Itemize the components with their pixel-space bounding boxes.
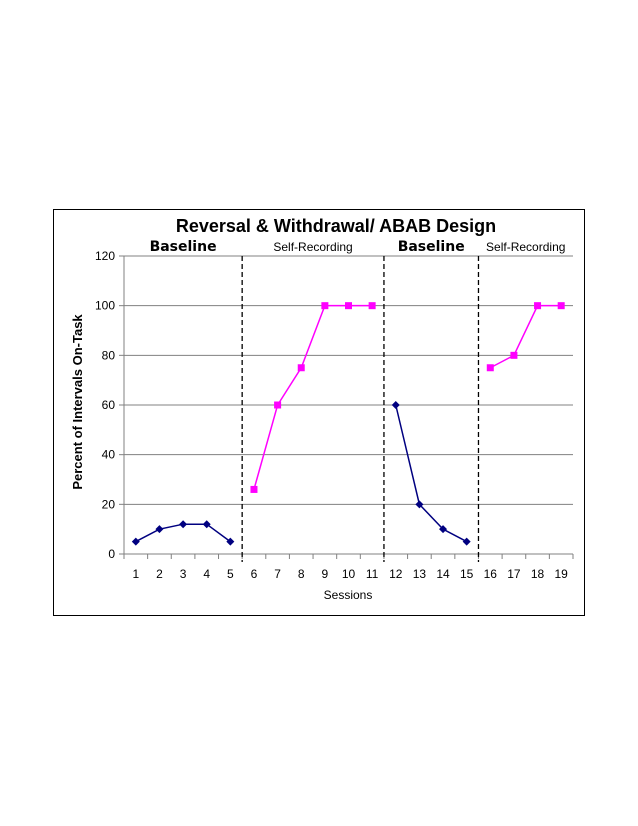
x-tick-label: 14 bbox=[436, 567, 450, 581]
data-point bbox=[391, 401, 400, 409]
x-axis-label: Sessions bbox=[324, 588, 373, 602]
data-point bbox=[486, 364, 494, 372]
x-tick-label: 1 bbox=[132, 567, 139, 581]
phase-label-3: Baseline bbox=[398, 239, 465, 255]
data-point bbox=[131, 537, 140, 546]
phase-layer: Baseline Self-Recording Baseline Self-Recor… bbox=[150, 239, 565, 562]
x-tick-label: 2 bbox=[156, 567, 163, 581]
x-tick-label: 16 bbox=[484, 567, 498, 581]
grid-layer bbox=[124, 255, 573, 505]
x-tick-label: 10 bbox=[342, 567, 356, 581]
phase-label-1: Baseline bbox=[150, 239, 217, 255]
data-point bbox=[345, 302, 352, 310]
y-tick-label: 40 bbox=[102, 448, 116, 462]
x-tick-label: 3 bbox=[180, 567, 187, 581]
data-point bbox=[534, 302, 542, 310]
y-tick-label: 120 bbox=[95, 249, 115, 263]
data-point bbox=[439, 525, 448, 534]
x-tick-label: 9 bbox=[322, 567, 329, 581]
x-tick-label: 5 bbox=[227, 567, 234, 581]
x-tick-label: 7 bbox=[274, 567, 281, 581]
x-tick-label: 12 bbox=[389, 567, 403, 581]
data-point bbox=[250, 485, 258, 493]
series-layer bbox=[131, 302, 565, 546]
data-point bbox=[226, 537, 235, 546]
data-point bbox=[557, 302, 565, 310]
data-point bbox=[368, 302, 376, 310]
chart-frame: Reversal & Withdrawal/ ABAB Design 0 20 40… bbox=[53, 209, 585, 616]
data-point bbox=[155, 525, 164, 534]
y-tick-label: 100 bbox=[95, 299, 115, 313]
data-point bbox=[462, 537, 471, 546]
data-point bbox=[415, 500, 424, 509]
chart-svg: Reversal & Withdrawal/ ABAB Design 0 20 40… bbox=[70, 216, 574, 602]
data-point bbox=[321, 302, 329, 310]
series-line-2 bbox=[253, 304, 373, 490]
chart-title: Reversal & Withdrawal/ ABAB Design bbox=[176, 216, 496, 236]
x-tick-label: 8 bbox=[298, 567, 305, 581]
x-tick-label: 18 bbox=[531, 567, 545, 581]
x-tick-label: 17 bbox=[507, 567, 521, 581]
data-point bbox=[510, 351, 518, 359]
x-tick-label: 11 bbox=[366, 567, 379, 581]
x-tick-label: 15 bbox=[460, 567, 474, 581]
series-line-3 bbox=[395, 404, 468, 543]
phase-label-4: Self-Recording bbox=[486, 240, 565, 254]
x-tick-label: 6 bbox=[251, 567, 258, 581]
y-tick-label: 80 bbox=[102, 348, 116, 362]
y-axis-label: Percent of Intervals On-Task bbox=[70, 314, 85, 490]
y-tick-label: 60 bbox=[102, 398, 116, 412]
data-point bbox=[274, 401, 282, 409]
data-point bbox=[179, 520, 188, 529]
y-tick-label: 0 bbox=[108, 547, 115, 561]
x-tick-label: 19 bbox=[555, 567, 569, 581]
y-tick-label: 20 bbox=[102, 497, 116, 511]
data-point bbox=[297, 364, 305, 372]
data-point bbox=[202, 520, 211, 529]
series-line-4 bbox=[489, 304, 562, 369]
phase-label-2: Self-Recording bbox=[273, 240, 352, 254]
x-tick-label: 13 bbox=[413, 567, 427, 581]
x-tick-label: 4 bbox=[203, 567, 210, 581]
